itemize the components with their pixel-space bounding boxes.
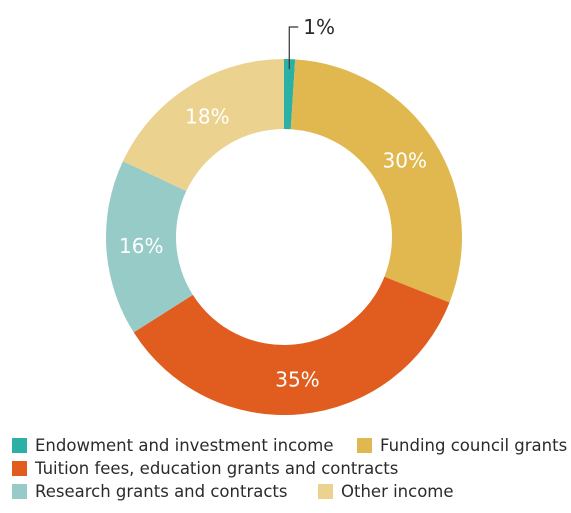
slice-label-tuition: 35%	[275, 367, 319, 391]
legend-label-research: Research grants and contracts	[35, 482, 288, 501]
slice-label-other: 18%	[185, 104, 229, 128]
slice-research	[106, 161, 193, 333]
legend-item-funding-council: Funding council grants	[357, 436, 567, 455]
leader-line-endowment	[288, 26, 299, 70]
legend-item-endowment: Endowment and investment income	[12, 436, 333, 455]
legend-swatch-research	[12, 484, 27, 499]
legend: Endowment and investment income Funding …	[12, 436, 571, 505]
slice-funding-council	[290, 59, 463, 303]
legend-row-1: Endowment and investment income Funding …	[12, 436, 571, 459]
legend-label-other: Other income	[341, 482, 454, 501]
donut-chart: 1% 30% 35% 16% 18%	[106, 15, 463, 415]
slice-label-endowment: 1%	[303, 15, 335, 39]
legend-row-3: Research grants and contracts Other inco…	[12, 482, 571, 505]
slice-label-funding-council: 30%	[383, 148, 427, 172]
slice-other	[122, 59, 284, 192]
legend-label-endowment: Endowment and investment income	[35, 436, 334, 455]
legend-item-tuition: Tuition fees, education grants and contr…	[12, 459, 398, 478]
legend-label-funding-council: Funding council grants	[380, 436, 568, 455]
legend-swatch-other	[318, 484, 333, 499]
slice-tuition	[133, 276, 450, 415]
legend-item-research: Research grants and contracts	[12, 482, 287, 501]
slice-endowment	[284, 59, 296, 130]
legend-row-2: Tuition fees, education grants and contr…	[12, 459, 571, 482]
slice-label-research: 16%	[119, 234, 163, 258]
legend-swatch-endowment	[12, 438, 27, 453]
legend-swatch-tuition	[12, 461, 27, 476]
legend-label-tuition: Tuition fees, education grants and contr…	[35, 459, 399, 478]
legend-swatch-funding-council	[357, 438, 372, 453]
legend-item-other: Other income	[318, 482, 454, 501]
